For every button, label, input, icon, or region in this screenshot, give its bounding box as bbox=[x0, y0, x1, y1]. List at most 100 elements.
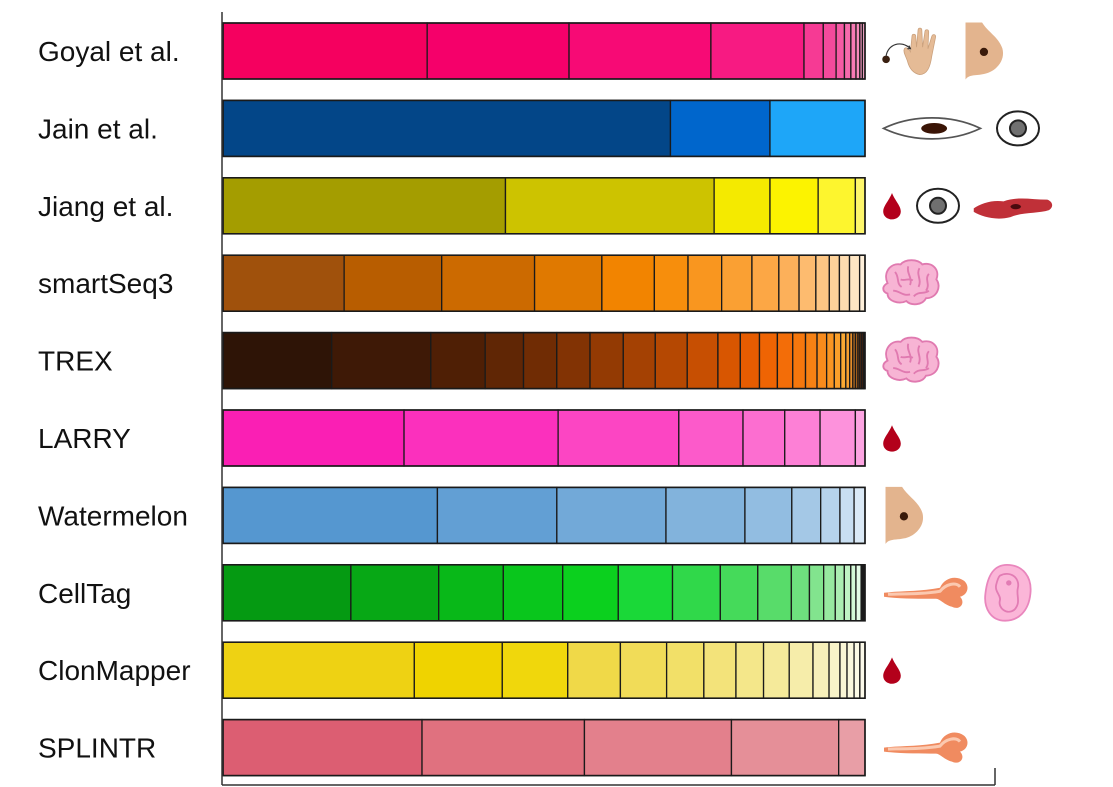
bar-segment bbox=[858, 254, 866, 312]
bar-segment bbox=[817, 177, 857, 235]
chart-row: LARRY bbox=[38, 409, 901, 467]
chart-row: SPLINTR bbox=[38, 718, 969, 777]
chart-row: Goyal et al. bbox=[38, 22, 1004, 80]
bar-segment bbox=[653, 254, 689, 312]
bar-segment bbox=[671, 564, 721, 622]
bar-segment bbox=[436, 486, 558, 545]
bar-segment bbox=[850, 22, 857, 80]
blood-drop-icon bbox=[883, 425, 901, 452]
bar-segment bbox=[713, 177, 771, 235]
bar-segment bbox=[601, 254, 656, 312]
bar-segment bbox=[833, 331, 842, 390]
bar-segment bbox=[222, 22, 428, 80]
bar-segment bbox=[730, 718, 840, 777]
brain-icon bbox=[882, 336, 940, 383]
bar-segment bbox=[222, 99, 672, 158]
bar-segment bbox=[834, 564, 845, 622]
bar-segment bbox=[583, 718, 733, 777]
bar-segment bbox=[687, 254, 723, 312]
hand-skin-icon bbox=[881, 27, 937, 76]
bar-segment bbox=[854, 177, 866, 235]
bar-outline bbox=[222, 409, 866, 467]
bar-segment bbox=[751, 254, 780, 312]
bar-segment bbox=[413, 641, 503, 699]
bar-segment bbox=[504, 177, 715, 235]
bone-icon bbox=[882, 576, 969, 610]
bar-segment bbox=[784, 409, 821, 467]
eyeball-icon bbox=[916, 187, 960, 224]
bar-segment bbox=[820, 486, 841, 545]
bar-segment bbox=[484, 331, 525, 390]
bar-segment bbox=[758, 331, 779, 390]
bar-segment bbox=[855, 564, 862, 622]
bar-segment bbox=[853, 486, 866, 545]
bar-segment bbox=[665, 641, 705, 699]
bar-segment bbox=[838, 254, 851, 312]
bar-segment bbox=[222, 641, 415, 699]
bar-segment bbox=[840, 331, 847, 390]
chart-row: Jain et al. bbox=[38, 99, 1040, 158]
bar-segment bbox=[854, 409, 866, 467]
bar-segment bbox=[819, 409, 857, 467]
bar-segment bbox=[843, 22, 852, 80]
bar-segment bbox=[557, 409, 680, 467]
bar-segment bbox=[762, 641, 790, 699]
bar-segment bbox=[735, 641, 765, 699]
bar-segment bbox=[822, 22, 837, 80]
bar-segment bbox=[769, 99, 866, 158]
bar-segment bbox=[589, 331, 624, 390]
bar-segment bbox=[744, 486, 793, 545]
bar-segment bbox=[808, 564, 825, 622]
bar-segment bbox=[438, 564, 504, 622]
bar-segment bbox=[853, 641, 861, 699]
bar-segment bbox=[815, 254, 830, 312]
bar-segment bbox=[739, 331, 761, 390]
bar-segment bbox=[222, 254, 345, 312]
bar-segment bbox=[742, 409, 786, 467]
chart-row: CellTag bbox=[38, 563, 1032, 622]
bar-segment bbox=[803, 22, 824, 80]
bar-segment bbox=[222, 486, 439, 545]
bar-segment bbox=[617, 564, 674, 622]
bar-segment bbox=[710, 22, 805, 80]
bar-segment bbox=[686, 331, 719, 390]
bar-segment bbox=[619, 641, 668, 699]
row-label: Goyal et al. bbox=[38, 36, 180, 67]
bar-segment bbox=[350, 564, 440, 622]
bar-segment bbox=[567, 641, 622, 699]
bar-segment bbox=[823, 564, 836, 622]
breast-icon bbox=[965, 22, 1004, 80]
bar-segment bbox=[838, 718, 866, 777]
bar-segment bbox=[343, 254, 443, 312]
bar-outline bbox=[222, 331, 866, 390]
eye-icon bbox=[882, 117, 982, 140]
bar-segment bbox=[798, 254, 817, 312]
eyeball-icon bbox=[996, 110, 1040, 147]
bar-segment bbox=[703, 641, 737, 699]
bar-segment bbox=[556, 486, 667, 545]
bar-outline bbox=[222, 22, 866, 80]
bar-outline bbox=[222, 718, 866, 777]
row-label: Jain et al. bbox=[38, 113, 158, 144]
bar-segment bbox=[846, 641, 855, 699]
bar-segment bbox=[665, 486, 746, 545]
row-label: CellTag bbox=[38, 578, 131, 609]
bar-segment bbox=[769, 177, 819, 235]
bar-segment bbox=[222, 564, 352, 622]
bar-segment bbox=[790, 564, 811, 622]
row-label: ClonMapper bbox=[38, 655, 191, 686]
bar-segment bbox=[502, 564, 564, 622]
bar-segment bbox=[835, 22, 846, 80]
bar-segment bbox=[804, 331, 818, 390]
bar-segment bbox=[828, 641, 841, 699]
row-label: smartSeq3 bbox=[38, 268, 173, 299]
bar-segment bbox=[791, 486, 822, 545]
bar-segment bbox=[778, 254, 800, 312]
bar-segment bbox=[850, 564, 857, 622]
bar-segment bbox=[719, 564, 759, 622]
bar-outline bbox=[222, 254, 866, 312]
bar-segment bbox=[522, 331, 558, 390]
bar-segment bbox=[839, 486, 855, 545]
bar-segment bbox=[222, 409, 405, 467]
